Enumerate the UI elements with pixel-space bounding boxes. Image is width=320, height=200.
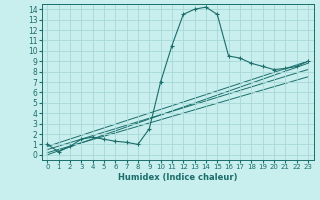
- X-axis label: Humidex (Indice chaleur): Humidex (Indice chaleur): [118, 173, 237, 182]
